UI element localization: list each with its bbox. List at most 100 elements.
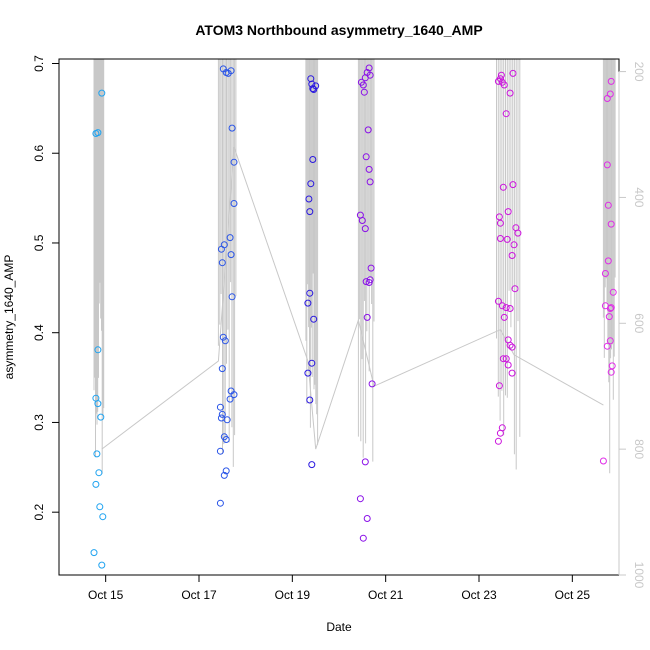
data-points-layer <box>90 64 617 569</box>
x-tick-label: Oct 25 <box>555 588 591 602</box>
data-point <box>90 549 98 557</box>
data-point <box>219 333 227 341</box>
data-point <box>226 395 234 403</box>
data-point <box>504 361 512 369</box>
data-point <box>500 313 508 321</box>
data-point <box>306 396 314 404</box>
data-point <box>502 110 510 118</box>
data-point <box>508 369 516 377</box>
data-point <box>98 89 106 97</box>
data-point <box>499 183 507 191</box>
data-point <box>305 195 313 203</box>
data-point <box>495 382 503 390</box>
data-point <box>95 469 103 477</box>
y-tick-label: 0.3 <box>32 414 46 431</box>
data-point <box>601 270 609 277</box>
data-point <box>218 259 226 267</box>
data-point <box>496 75 504 83</box>
data-point <box>504 336 512 344</box>
y-tick-label: 0.2 <box>32 504 46 521</box>
data-point <box>358 217 366 224</box>
data-point <box>227 251 235 259</box>
data-point <box>216 499 224 507</box>
data-point <box>511 285 519 293</box>
data-point <box>606 90 614 98</box>
y-tick-label: 0.7 <box>32 55 46 72</box>
data-point <box>514 229 522 237</box>
data-point <box>227 67 235 75</box>
data-point <box>365 165 373 173</box>
data-point <box>306 208 314 216</box>
data-point <box>362 153 370 161</box>
data-point <box>510 241 518 249</box>
y-tick-label: 0.4 <box>32 324 46 341</box>
data-point <box>93 450 101 458</box>
data-point <box>310 86 318 93</box>
y2-tick-label: 1000 <box>632 562 646 589</box>
data-point <box>497 71 505 79</box>
data-point <box>94 346 102 354</box>
y2-tick-label: 400 <box>632 187 646 207</box>
data-point <box>607 77 615 85</box>
data-point <box>368 380 376 388</box>
y-axis-label: asymmetry_1640_AMP <box>2 255 16 380</box>
data-point <box>496 219 504 227</box>
data-point <box>218 410 226 418</box>
data-point <box>363 515 371 522</box>
data-point <box>609 288 617 296</box>
y-tick-label: 0.5 <box>32 234 46 251</box>
data-point <box>363 313 371 321</box>
x-axis: Oct 15 Oct 17 Oct 19 Oct 21 Oct 23 Oct 25 <box>88 574 591 602</box>
data-point <box>606 337 614 345</box>
data-point <box>218 365 226 373</box>
data-point <box>366 276 374 284</box>
data-point <box>356 495 364 503</box>
data-point <box>359 534 367 542</box>
data-point <box>308 359 316 367</box>
x-axis-label: Date <box>326 620 352 634</box>
data-point <box>506 89 514 97</box>
x-tick-label: Oct 19 <box>275 588 311 602</box>
data-point <box>599 457 607 465</box>
data-point <box>498 424 506 432</box>
data-point <box>364 126 372 134</box>
data-point <box>359 81 367 89</box>
x-tick-label: Oct 23 <box>461 588 497 602</box>
data-point <box>366 71 374 79</box>
data-point <box>230 200 238 207</box>
data-point <box>99 513 107 521</box>
data-point <box>499 355 507 363</box>
data-point <box>502 304 510 312</box>
data-point <box>509 69 517 77</box>
data-point <box>508 252 516 259</box>
data-point <box>494 437 502 445</box>
data-point <box>502 355 510 363</box>
data-point <box>366 178 374 186</box>
data-point <box>230 158 238 166</box>
data-point <box>230 391 238 399</box>
data-point <box>216 447 224 455</box>
data-point <box>500 81 508 89</box>
data-point <box>604 201 612 209</box>
data-point <box>307 180 315 188</box>
data-point <box>221 337 229 345</box>
data-point <box>607 304 615 312</box>
x-tick-label: Oct 15 <box>88 588 124 602</box>
y-axis-right: 200 400 600 800 1000 <box>618 62 646 589</box>
data-point <box>606 305 614 312</box>
data-point <box>360 88 368 96</box>
data-point <box>92 480 100 488</box>
data-point <box>496 235 504 242</box>
data-point <box>98 561 106 569</box>
data-point <box>603 342 611 350</box>
data-point <box>310 315 318 323</box>
data-point <box>304 369 312 377</box>
data-point <box>608 362 616 370</box>
data-point <box>308 461 316 469</box>
chart-title: ATOM3 Northbound asymmetry_1640_AMP <box>195 22 482 38</box>
data-point <box>607 220 615 228</box>
data-point <box>228 124 236 132</box>
data-point <box>96 503 104 511</box>
data-point <box>304 299 312 307</box>
